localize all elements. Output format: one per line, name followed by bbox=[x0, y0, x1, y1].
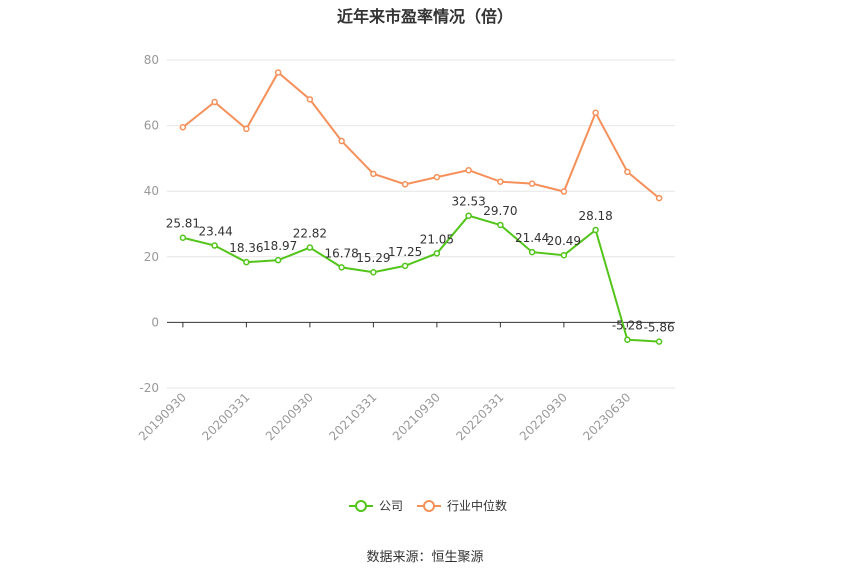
x-tick-label: 20210930 bbox=[390, 390, 443, 443]
data-point bbox=[624, 168, 631, 176]
data-source-note: 数据来源：恒生聚源 bbox=[366, 550, 484, 565]
data-point bbox=[560, 188, 568, 195]
y-tick-label: 60 bbox=[144, 119, 159, 133]
x-tick-label: 20200331 bbox=[199, 390, 252, 443]
data-point bbox=[211, 98, 218, 106]
data-label: 22.82 bbox=[293, 227, 327, 241]
data-label: -5.28 bbox=[612, 319, 643, 333]
data-point bbox=[433, 250, 441, 257]
data-point bbox=[497, 178, 504, 185]
data-point bbox=[306, 96, 314, 103]
data-label: 16.78 bbox=[324, 246, 358, 260]
data-label: 23.44 bbox=[198, 225, 232, 239]
series-points bbox=[179, 69, 663, 345]
data-point bbox=[370, 170, 377, 178]
data-point bbox=[274, 69, 282, 76]
data-label: 28.18 bbox=[578, 209, 612, 223]
x-tick-label: 20200930 bbox=[263, 390, 316, 443]
data-label: 21.44 bbox=[515, 231, 549, 245]
series-line-0 bbox=[182, 214, 660, 343]
series-lines bbox=[182, 70, 660, 343]
grid-lines bbox=[167, 59, 675, 389]
data-point bbox=[465, 212, 472, 219]
data-point bbox=[528, 180, 536, 187]
legend: 公司 行业中位数 bbox=[349, 498, 507, 513]
legend-marker bbox=[355, 500, 367, 512]
data-point bbox=[401, 181, 409, 188]
data-point bbox=[592, 226, 599, 234]
data-label: 32.53 bbox=[451, 195, 485, 209]
y-axis-ticks: 80 60 40 20 0 -20 bbox=[139, 53, 159, 395]
data-point bbox=[211, 242, 218, 249]
series-line-1 bbox=[182, 70, 660, 199]
data-point bbox=[274, 256, 282, 264]
legend-marker bbox=[423, 500, 435, 512]
data-point bbox=[338, 137, 345, 145]
data-label: 17.25 bbox=[388, 245, 422, 259]
x-tick-label: 20210331 bbox=[326, 390, 379, 443]
data-label: 20.49 bbox=[547, 234, 581, 248]
data-label: -5.86 bbox=[644, 321, 675, 335]
data-point bbox=[528, 248, 536, 256]
data-label: 25.81 bbox=[166, 217, 200, 231]
legend-label: 行业中位数 bbox=[447, 498, 507, 513]
data-point bbox=[497, 221, 504, 229]
x-axis: 20190930 20200331 20200930 20210331 20210930… bbox=[136, 322, 633, 443]
data-point bbox=[624, 336, 631, 343]
data-point bbox=[465, 166, 472, 174]
data-point bbox=[655, 194, 663, 202]
data-point bbox=[243, 258, 250, 266]
data-point bbox=[338, 264, 345, 271]
data-point bbox=[655, 338, 663, 345]
x-tick-label: 20220331 bbox=[453, 390, 506, 443]
data-point bbox=[306, 244, 314, 251]
y-tick-label: 40 bbox=[144, 184, 159, 198]
y-tick-label: 0 bbox=[151, 315, 159, 329]
data-label: 18.36 bbox=[229, 241, 263, 255]
y-tick-label: -20 bbox=[139, 381, 159, 395]
data-point bbox=[433, 173, 441, 181]
legend-item-1: 行业中位数 bbox=[417, 498, 507, 513]
data-point bbox=[592, 109, 599, 117]
chart-title: 近年来市盈率情况（倍） bbox=[336, 7, 513, 26]
data-point bbox=[179, 234, 187, 241]
data-point bbox=[179, 123, 187, 131]
data-label: 15.29 bbox=[356, 251, 390, 265]
x-tick-label: 20190930 bbox=[136, 390, 189, 443]
legend-label: 公司 bbox=[379, 499, 403, 513]
x-tick-label: 20230630 bbox=[580, 390, 633, 443]
y-tick-label: 20 bbox=[144, 250, 159, 264]
data-point bbox=[560, 251, 568, 259]
data-label: 21.05 bbox=[420, 232, 454, 246]
x-tick-label: 20220930 bbox=[517, 390, 570, 443]
data-point bbox=[370, 268, 377, 276]
data-point bbox=[401, 262, 409, 270]
legend-item-0: 公司 bbox=[349, 499, 403, 513]
data-label: 29.70 bbox=[483, 204, 517, 218]
data-point bbox=[243, 125, 250, 133]
data-label: 18.97 bbox=[263, 239, 297, 253]
y-tick-label: 80 bbox=[144, 53, 159, 67]
